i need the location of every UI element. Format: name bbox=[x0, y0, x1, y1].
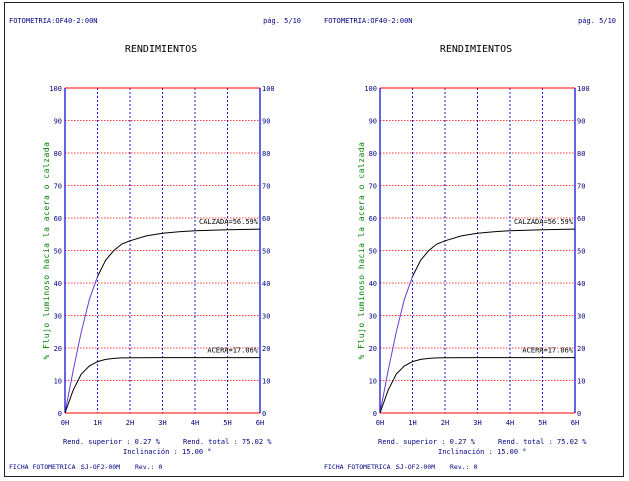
y-tick-label-left: 80 bbox=[369, 150, 377, 158]
inclinacion-text: Inclinación : 15.00 ° bbox=[438, 448, 527, 456]
y-tick-label-left: 70 bbox=[54, 183, 62, 191]
y-tick-label-left: 20 bbox=[369, 345, 377, 353]
y-tick-label-right: 40 bbox=[262, 280, 270, 288]
y-tick-label-left: 60 bbox=[54, 215, 62, 223]
x-tick-label: 5H bbox=[538, 419, 546, 427]
series-line-calzada bbox=[412, 228, 576, 277]
series-line-acera-rise bbox=[64, 361, 98, 414]
y-tick-label-right: 100 bbox=[262, 85, 275, 93]
y-tick-label-left: 0 bbox=[58, 410, 62, 418]
rend-total-text: Rend. total : 75.02 % bbox=[498, 438, 587, 446]
chart-title: RENDIMIENTOS bbox=[125, 44, 197, 55]
report-sheet: FOTOMETRIA:OF40-2:00N pág. 5/10 RENDIMIENT… bbox=[9, 17, 616, 471]
series-line-acera bbox=[97, 357, 260, 363]
series-label-calzada: CALZADA=56.59% bbox=[514, 218, 574, 226]
header-page-number: pág. 5/10 bbox=[578, 17, 616, 25]
x-tick-label: 1H bbox=[408, 419, 416, 427]
y-tick-label-right: 0 bbox=[262, 410, 266, 418]
report-frame: FOTOMETRIA:OF40-2:00N pág. 5/10 RENDIMIENT… bbox=[4, 2, 624, 477]
y-tick-label-left: 10 bbox=[54, 378, 62, 386]
x-tick-label: 3H bbox=[158, 419, 166, 427]
footer-revision: Rev.: 0 bbox=[450, 463, 477, 471]
report-page: FOTOMETRIA:OF40-2:00N pág. 5/10 RENDIMIENT… bbox=[324, 17, 616, 471]
y-tick-label-right: 80 bbox=[262, 150, 270, 158]
y-tick-label-left: 100 bbox=[49, 85, 62, 93]
y-tick-label-right: 90 bbox=[577, 118, 585, 126]
series-line-calzada-rise bbox=[379, 276, 413, 414]
y-tick-label-right: 60 bbox=[262, 215, 270, 223]
x-tick-label: 6H bbox=[256, 419, 264, 427]
x-tick-label: 2H bbox=[126, 419, 134, 427]
x-tick-label: 0H bbox=[376, 419, 384, 427]
y-tick-label-right: 0 bbox=[577, 410, 581, 418]
series-line-acera-rise bbox=[379, 361, 413, 414]
y-tick-label-left: 50 bbox=[54, 248, 62, 256]
y-tick-label-left: 30 bbox=[54, 313, 62, 321]
footer-label: FICHA FOTOMETRICA : bbox=[9, 463, 83, 471]
x-tick-label: 4H bbox=[506, 419, 514, 427]
chart-title: RENDIMIENTOS bbox=[440, 44, 512, 55]
y-tick-label-right: 40 bbox=[577, 280, 585, 288]
x-tick-label: 5H bbox=[223, 419, 231, 427]
x-tick-label: 2H bbox=[441, 419, 449, 427]
header-document-id: FOTOMETRIA:OF40-2:00N bbox=[324, 17, 413, 25]
inclinacion-text: Inclinación : 15.00 ° bbox=[123, 448, 212, 456]
x-tick-label: 4H bbox=[191, 419, 199, 427]
y-tick-label-right: 10 bbox=[577, 378, 585, 386]
y-tick-label-right: 30 bbox=[262, 313, 270, 321]
footer-code: SJ-OF2-00M bbox=[396, 463, 435, 471]
y-tick-label-left: 70 bbox=[369, 183, 377, 191]
y-tick-label-left: 0 bbox=[373, 410, 377, 418]
y-tick-label-left: 90 bbox=[369, 118, 377, 126]
y-tick-label-left: 80 bbox=[54, 150, 62, 158]
x-tick-label: 0H bbox=[61, 419, 69, 427]
y-tick-label-right: 60 bbox=[577, 215, 585, 223]
y-tick-label-right: 20 bbox=[262, 345, 270, 353]
header-document-id: FOTOMETRIA:OF40-2:00N bbox=[9, 17, 98, 25]
series-label-acera: ACERA=17.06% bbox=[207, 347, 258, 355]
y-tick-label-left: 100 bbox=[364, 85, 377, 93]
y-tick-label-right: 10 bbox=[262, 378, 270, 386]
x-tick-label: 1H bbox=[93, 419, 101, 427]
y-tick-label-right: 30 bbox=[577, 313, 585, 321]
y-tick-label-right: 20 bbox=[577, 345, 585, 353]
series-line-acera bbox=[412, 357, 575, 363]
header-page-number: pág. 5/10 bbox=[263, 17, 301, 25]
y-tick-label-left: 90 bbox=[54, 118, 62, 126]
y-tick-label-right: 70 bbox=[577, 183, 585, 191]
y-tick-label-right: 50 bbox=[577, 248, 585, 256]
rend-total-text: Rend. total : 75.02 % bbox=[183, 438, 272, 446]
footer-label: FICHA FOTOMETRICA : bbox=[324, 463, 398, 471]
y-tick-label-left: 60 bbox=[369, 215, 377, 223]
y-tick-label-left: 40 bbox=[54, 280, 62, 288]
y-tick-label-right: 90 bbox=[262, 118, 270, 126]
x-tick-label: 3H bbox=[473, 419, 481, 427]
y-tick-label-right: 50 bbox=[262, 248, 270, 256]
y-tick-label-left: 50 bbox=[369, 248, 377, 256]
y-tick-label-left: 20 bbox=[54, 345, 62, 353]
report-page: FOTOMETRIA:OF40-2:00N pág. 5/10 RENDIMIENT… bbox=[9, 17, 301, 471]
series-line-calzada bbox=[97, 228, 261, 277]
y-tick-label-left: 30 bbox=[369, 313, 377, 321]
y-axis-label: % Flujo luminoso hacia la acera o calzad… bbox=[42, 142, 51, 360]
y-tick-label-right: 80 bbox=[577, 150, 585, 158]
x-tick-label: 6H bbox=[571, 419, 579, 427]
footer-revision: Rev.: 0 bbox=[135, 463, 162, 471]
rend-superior-text: Rend. superior : 0.27 % bbox=[63, 438, 161, 446]
y-tick-label-right: 70 bbox=[262, 183, 270, 191]
series-line-calzada-rise bbox=[64, 276, 98, 414]
y-tick-label-left: 10 bbox=[369, 378, 377, 386]
series-label-acera: ACERA=17.06% bbox=[522, 347, 573, 355]
y-tick-label-left: 40 bbox=[369, 280, 377, 288]
y-axis-label: % Flujo luminoso hacia la acera o calzad… bbox=[357, 142, 366, 360]
footer-code: SJ-OF2-00M bbox=[81, 463, 120, 471]
rend-superior-text: Rend. superior : 0.27 % bbox=[378, 438, 476, 446]
series-label-calzada: CALZADA=56.59% bbox=[199, 218, 259, 226]
y-tick-label-right: 100 bbox=[577, 85, 590, 93]
